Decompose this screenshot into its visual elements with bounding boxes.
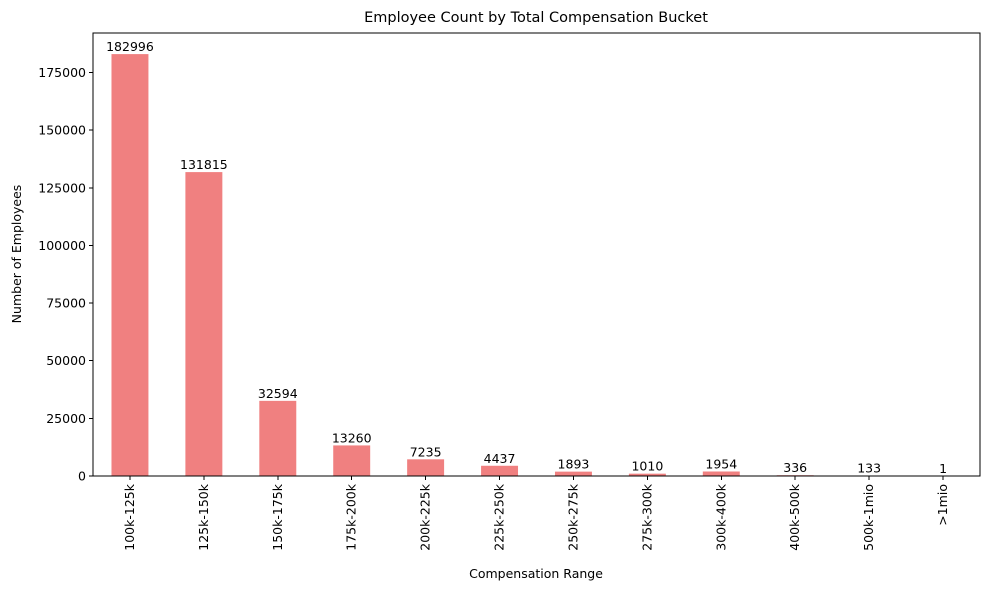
x-axis: 100k-125k 125k-150k 150k-175k 175k-200k 200k…	[122, 476, 950, 551]
y-tick-label-0: 0	[78, 469, 86, 484]
bar-8	[702, 471, 740, 476]
y-tick-label-1: 25000	[46, 411, 86, 426]
data-label-7: 1010	[631, 459, 663, 474]
x-tick-label-5: 225k-250k	[492, 483, 507, 550]
data-label-9: 336	[783, 460, 807, 475]
x-tick-label-4: 200k-225k	[418, 483, 433, 550]
bar-7	[628, 473, 666, 476]
data-label-5: 4437	[484, 451, 516, 466]
bar-0	[111, 54, 149, 477]
data-label-4: 7235	[410, 444, 442, 459]
y-tick-label-2: 50000	[46, 353, 86, 368]
x-tick-label-7: 275k-300k	[639, 483, 654, 550]
x-tick-label-2: 150k-175k	[270, 483, 285, 550]
y-axis: 0 25000 50000 75000 100000 125000 150000 175000	[38, 65, 93, 484]
y-tick-label-4: 100000	[38, 238, 86, 253]
y-tick-label-3: 75000	[46, 296, 86, 311]
x-tick-label-11: >1mio	[935, 484, 950, 526]
data-label-2: 32594	[258, 386, 298, 401]
x-tick-label-0: 100k-125k	[122, 483, 137, 550]
data-label-6: 1893	[558, 457, 590, 472]
data-label-10: 133	[857, 461, 881, 476]
chart-title: Employee Count by Total Compensation Buc…	[364, 10, 708, 26]
data-label-3: 13260	[332, 430, 372, 445]
bar-1	[185, 172, 223, 476]
data-label-1: 131815	[180, 157, 228, 172]
bar-4	[407, 459, 445, 476]
bar-6	[554, 471, 592, 476]
x-tick-label-6: 250k-275k	[565, 483, 580, 550]
plot-frame	[92, 32, 981, 477]
data-label-11: 1	[939, 461, 947, 476]
bar-3	[333, 445, 371, 476]
bar-5	[481, 465, 519, 476]
x-tick-label-8: 300k-400k	[713, 483, 728, 550]
bars-group	[111, 54, 962, 477]
data-label-0: 182996	[106, 39, 154, 54]
data-labels-group: 182996 131815 32594 13260 7235 4437 1893 1010 19…	[106, 39, 947, 476]
x-tick-label-10: 500k-1mio	[861, 484, 876, 551]
x-axis-label: Compensation Range	[469, 566, 603, 581]
x-tick-label-3: 175k-200k	[344, 483, 359, 550]
y-tick-label-7: 175000	[38, 65, 86, 80]
y-axis-label: Number of Employees	[9, 185, 24, 324]
x-tick-label-9: 400k-500k	[787, 483, 802, 550]
bar-2	[259, 400, 297, 476]
y-tick-label-5: 125000	[38, 180, 86, 195]
data-label-8: 1954	[705, 456, 737, 471]
x-tick-label-1: 125k-150k	[196, 483, 211, 550]
y-tick-label-6: 150000	[38, 123, 86, 138]
